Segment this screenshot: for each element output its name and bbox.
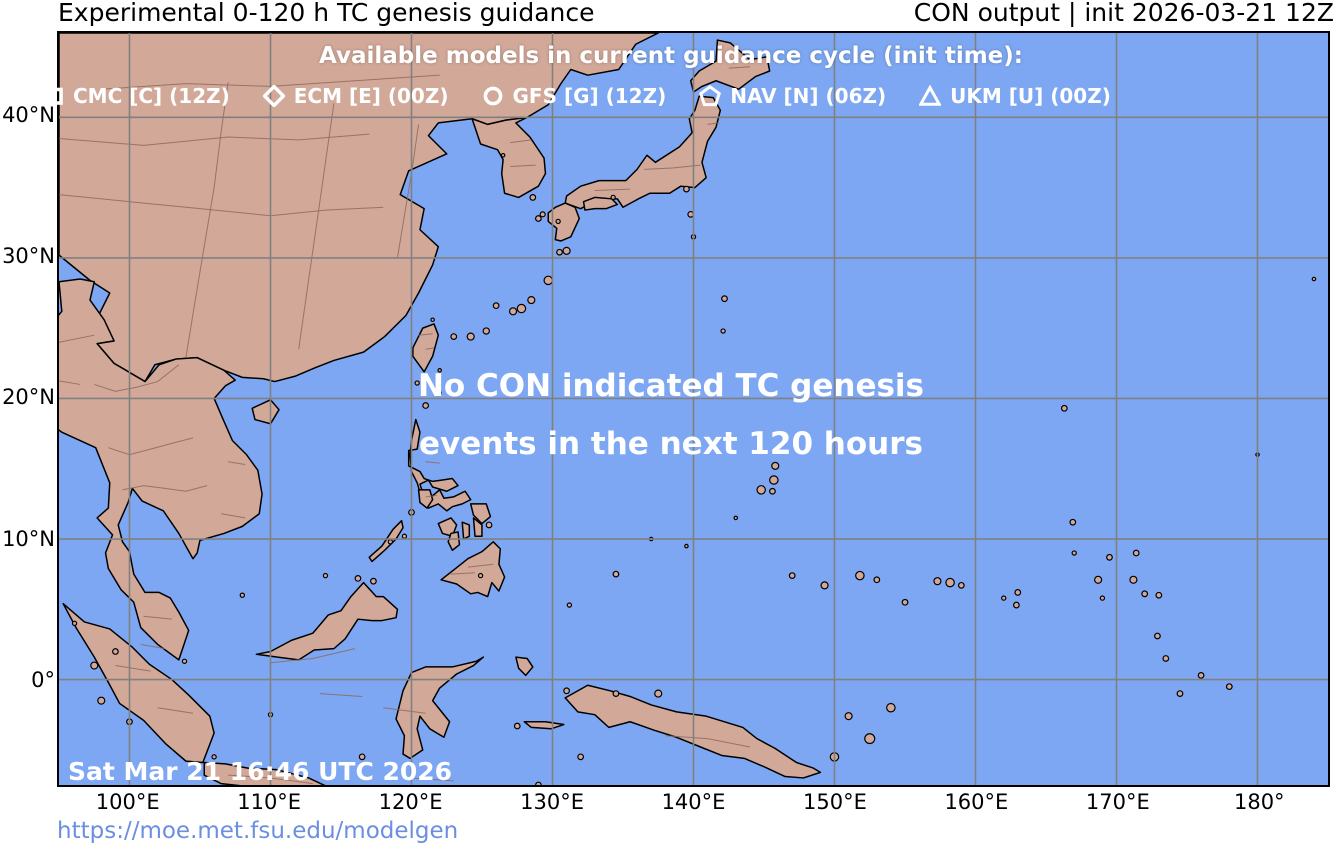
legend-item-cmc: CMC [C] (12Z) bbox=[42, 84, 230, 108]
source-url-link[interactable]: https://moe.met.fsu.edu/modelgen bbox=[57, 818, 459, 844]
legend-title: Available models in current guidance cyc… bbox=[319, 43, 1023, 69]
lat-tick-40: 40°N bbox=[2, 102, 55, 127]
legend-label-cmc: CMC [C] (12Z) bbox=[73, 84, 230, 108]
map-panel[interactable] bbox=[57, 31, 1330, 787]
timestamp-label: Sat Mar 21 16:46 UTC 2026 bbox=[68, 757, 453, 786]
pentagon-icon bbox=[699, 84, 722, 107]
lon-tick-130: 130°E bbox=[520, 790, 584, 814]
legend-item-gfs: GFS [G] (12Z) bbox=[482, 84, 667, 108]
legend-item-nav: NAV [N] (06Z) bbox=[699, 84, 886, 108]
legend-label-gfs: GFS [G] (12Z) bbox=[512, 84, 667, 108]
lon-tick-150: 150°E bbox=[803, 790, 867, 814]
page-title-right: CON output | init 2026-03-21 12Z bbox=[913, 0, 1334, 27]
lon-tick-120: 120°E bbox=[378, 790, 443, 814]
page-title-left: Experimental 0-120 h TC genesis guidance bbox=[58, 0, 595, 27]
triangle-icon bbox=[918, 84, 942, 107]
circle-icon bbox=[482, 85, 504, 107]
model-legend: CMC [C] (12Z) ECM [E] (00Z) GFS [G] (12Z) N… bbox=[42, 84, 1312, 108]
lat-tick-0: 0° bbox=[31, 668, 55, 693]
no-genesis-message: No CON indicated TC genesis events in th… bbox=[0, 358, 1342, 473]
lon-tick-140: 140°E bbox=[661, 790, 726, 814]
map-canvas bbox=[59, 33, 1328, 785]
lon-tick-180: 180° bbox=[1233, 790, 1285, 814]
lat-tick-30: 30°N bbox=[2, 244, 55, 269]
lon-tick-100: 100°E bbox=[95, 790, 160, 814]
square-icon bbox=[42, 85, 64, 107]
lon-tick-110: 110°E bbox=[237, 790, 302, 814]
legend-label-ukm: UKM [U] (00Z) bbox=[950, 84, 1111, 108]
lat-tick-20: 20°N bbox=[2, 385, 55, 410]
no-genesis-line-2: events in the next 120 hours bbox=[419, 425, 923, 462]
lon-tick-160: 160°E bbox=[944, 790, 1009, 814]
no-genesis-line-1: No CON indicated TC genesis bbox=[417, 368, 925, 404]
legend-item-ukm: UKM [U] (00Z) bbox=[918, 84, 1111, 108]
legend-item-ecm: ECM [E] (00Z) bbox=[261, 84, 449, 108]
lat-tick-10: 10°N bbox=[2, 526, 55, 551]
lon-tick-170: 170°E bbox=[1085, 790, 1150, 814]
diamond-icon bbox=[261, 84, 286, 108]
legend-label-nav: NAV [N] (06Z) bbox=[730, 84, 887, 108]
graticule-layer bbox=[59, 33, 1328, 785]
legend-label-ecm: ECM [E] (00Z) bbox=[293, 84, 449, 108]
land-layer bbox=[59, 33, 1317, 785]
